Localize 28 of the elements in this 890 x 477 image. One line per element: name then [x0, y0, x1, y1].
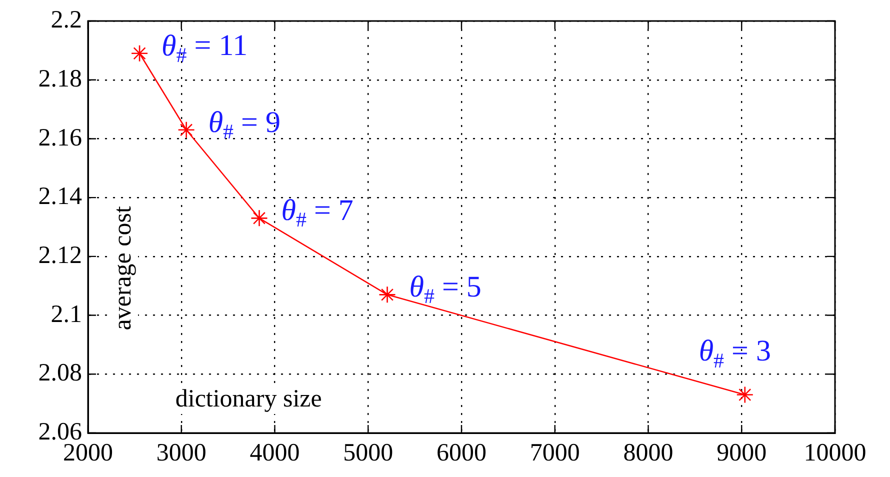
annotation: θ# = 11	[162, 29, 248, 67]
x-tick-label: 8000	[623, 440, 674, 467]
y-tick-label: 2.16	[38, 124, 82, 152]
x-tick-label: 2000	[63, 440, 113, 467]
x-tick-label: 9000	[716, 440, 767, 467]
x-tick-label: 7000	[530, 440, 580, 467]
point	[736, 386, 754, 404]
y-tick-label: 2.1	[50, 300, 82, 328]
y-tick-label: 2.2	[50, 6, 82, 34]
y-tick-label: 2.12	[38, 242, 82, 269]
point	[378, 286, 396, 304]
point	[250, 210, 268, 227]
x-tick-label: 4000	[250, 440, 300, 467]
y-tick-label: 2.18	[38, 65, 82, 92]
x-axis-title: dictionary size	[175, 386, 322, 413]
x-tick-label: 6000	[436, 440, 486, 467]
point	[130, 44, 148, 62]
x-tick-label: 10000	[804, 440, 866, 467]
y-tick-label: 2.08	[38, 360, 82, 387]
point	[178, 121, 195, 139]
x-tick-label: 5000	[343, 440, 394, 467]
annotation: θ# = 3	[698, 334, 771, 372]
x-tick-label: 3000	[156, 440, 206, 467]
annotation: θ# = 9	[208, 106, 280, 144]
y-tick-label: 2.14	[38, 183, 82, 210]
annotation: θ# = 7	[281, 194, 354, 232]
y-axis-title: average cost	[110, 206, 137, 330]
annotation: θ# = 5	[409, 270, 482, 308]
